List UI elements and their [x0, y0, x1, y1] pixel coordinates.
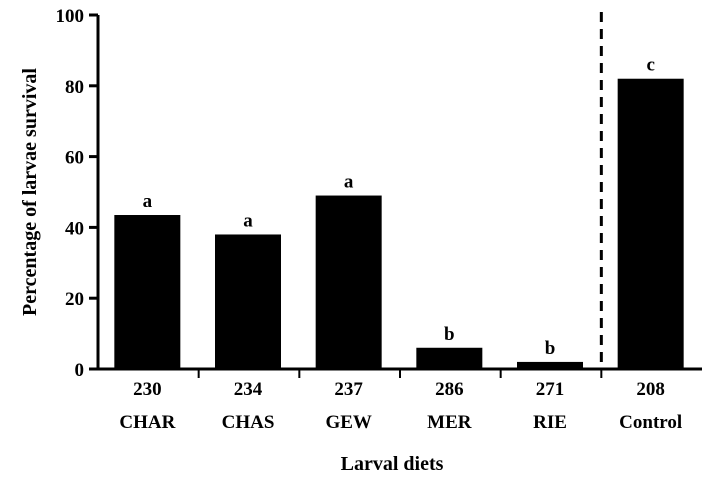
y-axis-ticks: 0 20 40 60 80 100 — [56, 6, 98, 381]
bar-gew — [315, 195, 382, 369]
y-tick-label: 20 — [65, 289, 84, 310]
sample-size-label: 208 — [636, 379, 665, 400]
significance-letter: a — [143, 191, 153, 212]
significance-letter: b — [444, 324, 455, 345]
category-label: RIE — [533, 412, 567, 433]
bar-control — [617, 78, 684, 369]
sample-size-label: 271 — [536, 379, 565, 400]
x-axis-title: Larval diets — [341, 453, 444, 475]
y-tick-label: 80 — [65, 77, 84, 98]
sample-size-label: 234 — [234, 379, 263, 400]
y-axis-title: Percentage of larvae survival — [19, 68, 41, 316]
y-tick-label: 100 — [56, 6, 85, 27]
sample-size-label: 286 — [435, 379, 464, 400]
bar-rie — [517, 361, 583, 369]
category-label: MER — [427, 412, 472, 433]
bar-chas — [215, 234, 281, 369]
bar-char — [114, 215, 181, 369]
category-label: GEW — [325, 412, 371, 433]
significance-letter: a — [243, 210, 253, 231]
bar-mer — [416, 347, 483, 369]
sample-size-label: 230 — [133, 379, 162, 400]
plot-area — [96, 12, 702, 378]
significance-letter: a — [344, 172, 354, 193]
category-label: Control — [619, 412, 682, 433]
y-tick-label: 0 — [75, 360, 85, 381]
sample-size-label: 237 — [334, 379, 363, 400]
category-label: CHAR — [119, 412, 175, 433]
significance-letter: c — [646, 55, 654, 76]
x-axis-labels: 230 CHAR 234 CHAS 237 GEW 286 MER 271 RIE 208 Contr… — [119, 379, 682, 433]
bars: a a a b b c — [114, 55, 684, 369]
y-tick-label: 60 — [65, 148, 84, 169]
category-label: CHAS — [222, 412, 275, 433]
y-tick-label: 40 — [65, 218, 84, 239]
significance-letter: b — [545, 338, 556, 359]
